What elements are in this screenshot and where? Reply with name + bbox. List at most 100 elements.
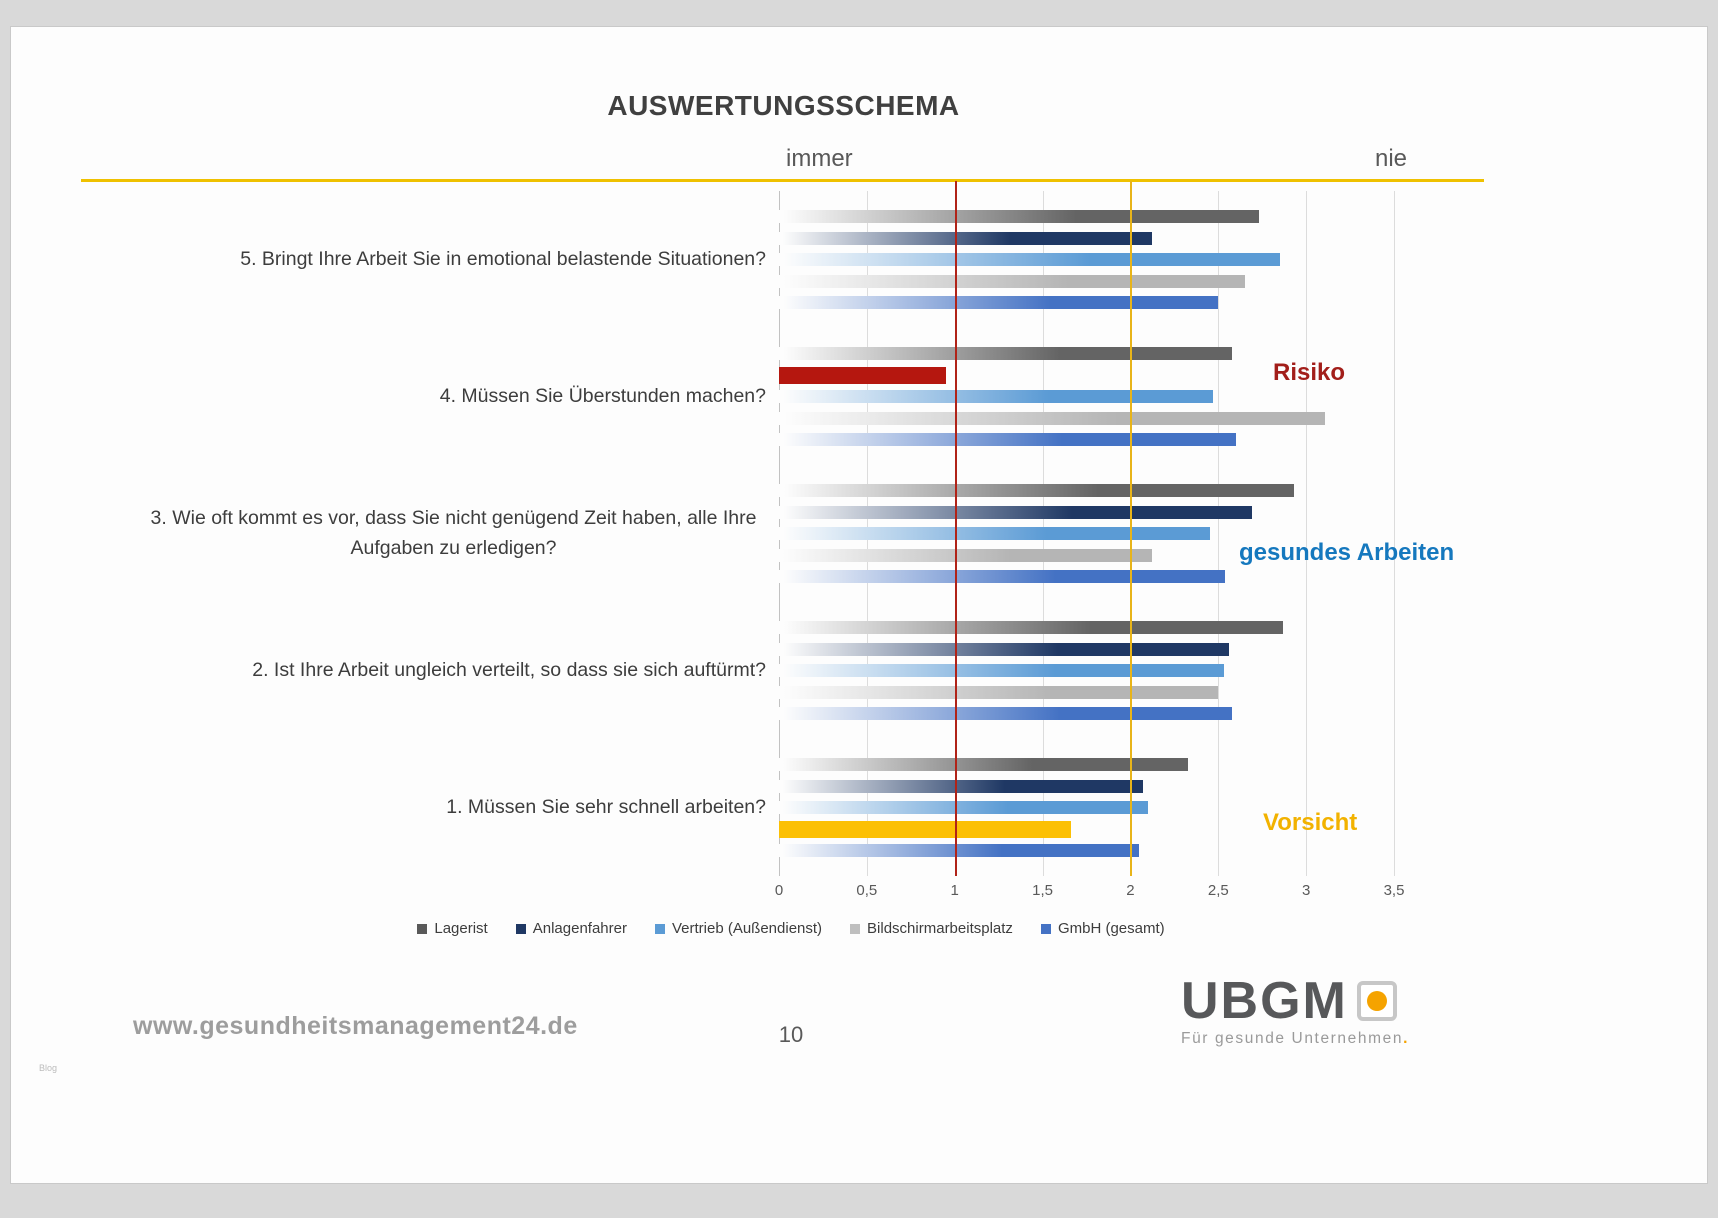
bar-row (779, 505, 1394, 519)
website-link[interactable]: www.gesundheitsmanagement24.de (133, 1012, 578, 1040)
legend-label: Lagerist (434, 920, 488, 937)
logo-dot-icon (1366, 991, 1387, 1011)
bar-group (779, 739, 1394, 876)
bar-row (779, 210, 1394, 223)
bar-lagerist (779, 621, 1284, 634)
ubgm-logo: UBGM Für gesunde Unternehmen. (1181, 975, 1461, 1048)
legend-item: Lagerist (417, 920, 488, 937)
bar-row (779, 801, 1394, 814)
logo-tagline-dot: . (1403, 1030, 1409, 1047)
bar-row (779, 347, 1394, 360)
legend-item: Bildschirmarbeitsplatz (850, 920, 1013, 937)
logo-tagline: Für gesunde Unternehmen. (1181, 1030, 1461, 1048)
legend-item: Vertrieb (Außendienst) (654, 920, 823, 937)
bar-lagerist (779, 758, 1189, 771)
legend-label: GmbH (gesamt) (1057, 920, 1165, 937)
x-tick: 0 (774, 882, 784, 899)
legend-label: Anlagenfahrer (532, 920, 627, 937)
watermark: Blog (39, 1063, 58, 1073)
bar-row (779, 758, 1394, 771)
bar-group (779, 191, 1394, 328)
bar-group (779, 602, 1394, 739)
legend-item: GmbH (gesamt) (1040, 920, 1165, 937)
plot-area (779, 181, 1395, 876)
bar-gmbh-gesamt- (779, 570, 1226, 583)
x-tick: 1 (950, 882, 959, 899)
scale-label-immer: immer (786, 145, 853, 172)
bar-lagerist (779, 484, 1294, 497)
legend-swatch (515, 923, 526, 934)
bar-row (779, 433, 1394, 446)
legend-swatch (654, 923, 665, 934)
logo-row: UBGM (1181, 975, 1461, 1027)
bar-anlagenfahrer (779, 642, 1229, 656)
bar-lagerist (779, 347, 1233, 360)
bar-anlagenfahrer (779, 231, 1152, 245)
bar-row (779, 844, 1394, 857)
bar-row (779, 411, 1394, 425)
bar-row (779, 664, 1394, 677)
bar-vertrieb-au-endienst- (779, 527, 1210, 540)
logo-tagline-text: Für gesunde Unternehmen (1181, 1030, 1404, 1047)
bar-group (779, 328, 1394, 465)
bar-gmbh-gesamt- (779, 296, 1219, 309)
bar-groups (779, 191, 1394, 876)
bar-vertrieb-au-endienst- (779, 253, 1280, 266)
bar-row (779, 820, 1394, 838)
bar-bildschirmarbeitsplatz (779, 274, 1245, 288)
bar-bildschirmarbeitsplatz (779, 411, 1326, 425)
bar-row (779, 527, 1394, 540)
question-label: 3. Wie oft kommt es vor, dass Sie nicht … (150, 507, 757, 559)
bar-row (779, 296, 1394, 309)
bar-gmbh-gesamt- (779, 844, 1140, 857)
refline-vorsicht (1130, 181, 1133, 876)
bar-group (779, 465, 1394, 602)
legend-label: Bildschirmarbeitsplatz (867, 920, 1013, 937)
annotation-vorsicht: Vorsicht (1263, 809, 1358, 836)
legend-swatch (850, 923, 861, 934)
legend-label: Vertrieb (Außendienst) (671, 920, 823, 937)
x-tick: 2,5 (1207, 882, 1229, 899)
legend-swatch (417, 923, 428, 934)
page-number: 10 (778, 1022, 804, 1047)
x-tick: 3 (1301, 882, 1311, 899)
bar-anlagenfahrer (779, 505, 1252, 519)
scale-label-nie: nie (1375, 145, 1408, 172)
bar-row (779, 390, 1394, 403)
bar-row (779, 274, 1394, 288)
question-label: 2. Ist Ihre Arbeit ungleich verteilt, so… (252, 658, 766, 681)
bar-anlagenfahrer (779, 366, 946, 384)
logo-box-icon (1356, 981, 1397, 1021)
bar-row (779, 642, 1394, 656)
legend-item: Anlagenfahrer (515, 920, 627, 937)
bar-bildschirmarbeitsplatz (779, 548, 1152, 562)
x-tick: 2 (1126, 882, 1135, 899)
bar-row (779, 621, 1394, 634)
bar-anlagenfahrer (779, 779, 1143, 793)
x-tick: 3,5 (1383, 882, 1405, 899)
question-label: 1. Müssen Sie sehr schnell arbeiten? (446, 795, 766, 818)
question-label: 5. Bringt Ihre Arbeit Sie in emotional b… (240, 247, 766, 270)
question-label: 4. Müssen Sie Überstunden machen? (439, 384, 766, 407)
question-labels: 5. Bringt Ihre Arbeit Sie in emotional b… (106, 191, 766, 876)
chart-title: AUSWERTUNGSSCHEMA (607, 90, 960, 121)
bar-row (779, 707, 1394, 720)
bar-vertrieb-au-endienst- (779, 801, 1148, 814)
slide: AUSWERTUNGSSCHEMA immer nie 5. Bringt Ih… (10, 26, 1708, 1184)
x-axis: 0 0,5 1 1,5 2 2,5 3 3,5 (775, 882, 1405, 902)
bar-row (779, 366, 1394, 384)
gridline (1306, 191, 1308, 876)
x-tick: 0,5 (856, 882, 878, 899)
bar-vertrieb-au-endienst- (779, 390, 1213, 403)
bar-row (779, 231, 1394, 245)
bar-bildschirmarbeitsplatz (779, 685, 1219, 699)
bar-row (779, 548, 1394, 562)
bar-row (779, 484, 1394, 497)
bar-row (779, 685, 1394, 699)
bar-bildschirmarbeitsplatz (779, 820, 1071, 838)
gridline (1394, 191, 1395, 876)
legend: Lagerist Anlagenfahrer Vertrieb (Außendien… (106, 920, 1476, 937)
logo-text: UBGM (1181, 972, 1348, 1030)
bar-row (779, 253, 1394, 266)
annotation-gesundes-arbeiten: gesundes Arbeiten (1239, 539, 1455, 566)
